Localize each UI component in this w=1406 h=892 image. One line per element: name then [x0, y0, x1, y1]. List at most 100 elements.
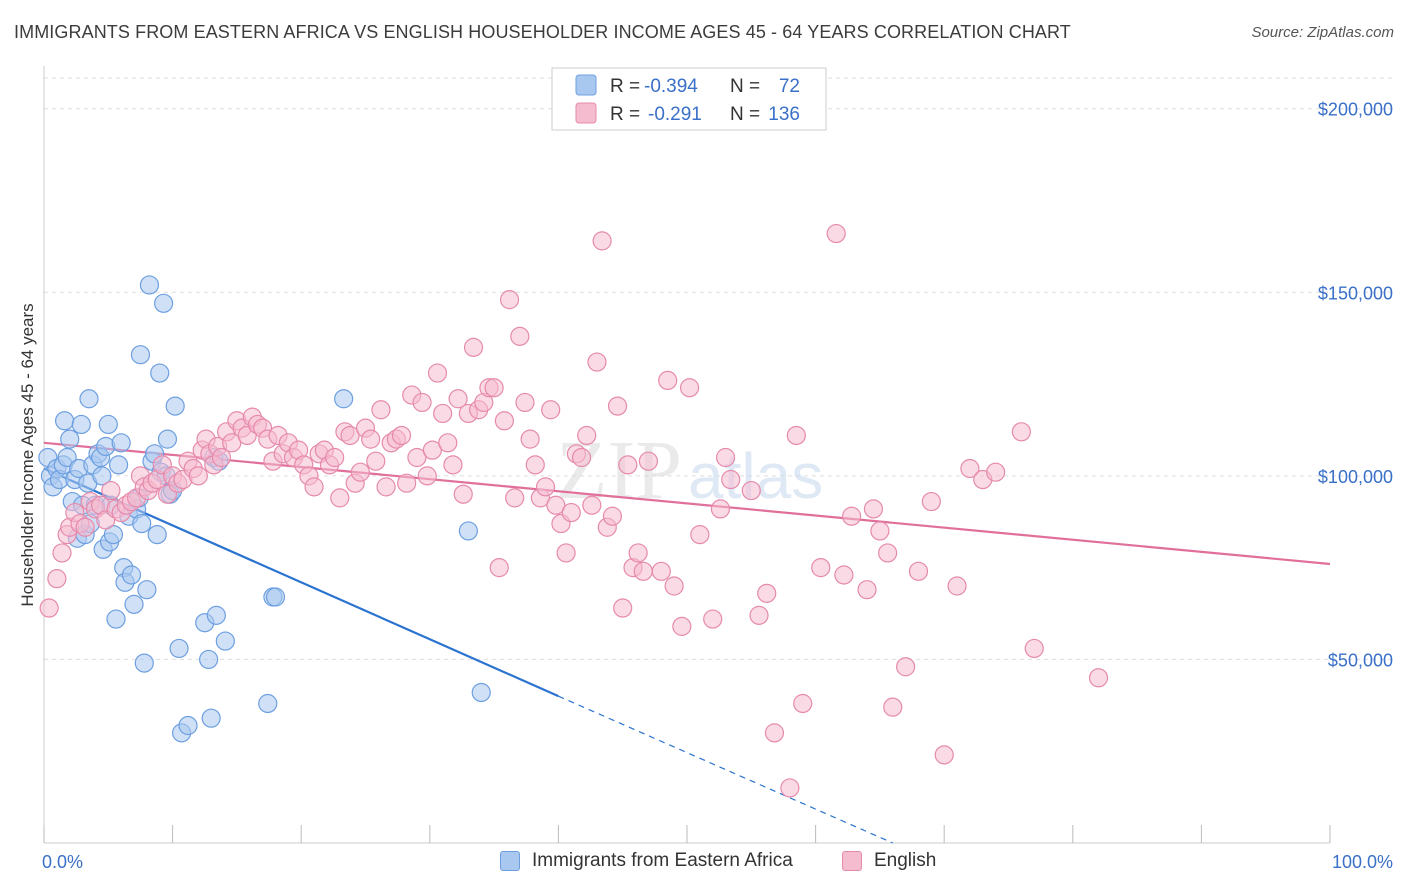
data-point — [178, 715, 198, 736]
data-point — [484, 378, 504, 398]
data-point — [489, 558, 509, 578]
data-point — [582, 495, 602, 515]
data-point — [525, 455, 545, 475]
data-point — [443, 455, 463, 475]
data-point — [633, 561, 653, 581]
bottom-legend-label-english: English — [874, 850, 937, 871]
data-point — [571, 447, 592, 468]
data-point — [721, 469, 741, 490]
data-point — [664, 576, 684, 596]
data-point — [764, 723, 785, 743]
data-point — [334, 389, 354, 409]
data-point — [499, 290, 520, 310]
data-point — [757, 583, 777, 603]
data-point — [361, 429, 381, 449]
data-point — [510, 326, 530, 346]
legend-r-label-2: R = — [610, 104, 645, 125]
data-point — [132, 513, 152, 534]
data-point — [520, 429, 540, 449]
data-point — [947, 576, 967, 596]
data-point — [222, 433, 242, 453]
data-point — [857, 580, 877, 600]
y-tick-label-1: $100,000 — [1318, 467, 1393, 487]
data-point — [651, 561, 671, 581]
data-point — [211, 447, 232, 468]
data-point — [350, 462, 370, 482]
bottom-legend-item-eastern-africa: Immigrants from Eastern Africa — [500, 850, 793, 872]
grid-lines — [44, 77, 1395, 660]
data-point — [438, 433, 458, 453]
trend-lines — [43, 441, 1331, 844]
y-tick-labels: $50,000 $100,000 $150,000 $200,000 — [1318, 100, 1393, 671]
data-point — [215, 631, 235, 651]
data-point — [121, 565, 142, 585]
legend-r-value-2: -0.291 — [648, 104, 702, 125]
data-point — [1088, 668, 1109, 688]
data-point — [672, 616, 692, 636]
data-point — [371, 400, 391, 420]
data-point — [986, 462, 1006, 482]
data-point — [448, 389, 468, 409]
data-point — [165, 396, 185, 416]
data-point — [57, 447, 77, 468]
y-tick-label-2: $150,000 — [1318, 283, 1393, 303]
data-point — [124, 594, 144, 614]
x-tick-label-min: 0.0% — [42, 852, 83, 872]
data-point — [417, 466, 437, 486]
data-point — [870, 521, 890, 541]
data-point — [494, 411, 514, 431]
data-point — [658, 370, 678, 390]
x-tick-label-max: 100.0% — [1332, 852, 1393, 872]
data-point — [52, 543, 72, 563]
data-point — [741, 480, 761, 501]
data-point — [780, 778, 800, 798]
bottom-legend: Immigrants from Eastern Africa English — [0, 850, 1406, 880]
legend-r-label-1: R = — [610, 76, 645, 97]
data-point — [592, 231, 612, 251]
data-point — [715, 447, 736, 468]
data-point — [561, 502, 581, 523]
data-point — [602, 506, 623, 526]
data-point — [883, 697, 903, 717]
data-point — [407, 447, 427, 468]
legend-n-value-1: 72 — [779, 76, 800, 97]
data-point — [556, 543, 576, 563]
data-point — [391, 425, 412, 446]
legend-n-label-2: N = — [730, 104, 765, 125]
data-point — [134, 653, 154, 673]
data-point — [108, 455, 129, 475]
data-point — [153, 293, 174, 313]
data-point — [878, 543, 898, 563]
data-point — [60, 429, 80, 449]
data-point — [934, 745, 954, 765]
data-point — [1011, 422, 1031, 442]
data-point — [786, 425, 806, 446]
chart-title: IMMIGRANTS FROM EASTERN AFRICA VS ENGLIS… — [14, 22, 1071, 42]
data-point — [1024, 638, 1044, 659]
data-point — [422, 440, 442, 460]
data-point — [199, 649, 219, 670]
data-point — [130, 345, 151, 365]
data-point — [101, 480, 121, 501]
legend-swatch-pink — [575, 102, 597, 124]
data-point — [206, 605, 226, 625]
bottom-legend-swatch-blue — [500, 851, 520, 871]
data-points — [38, 223, 1109, 798]
legend-n-value-2: 136 — [768, 104, 800, 125]
legend-n-label-1: N = — [730, 76, 765, 97]
series-english — [39, 223, 1109, 798]
data-point — [412, 392, 432, 413]
data-point — [749, 605, 769, 625]
data-point — [710, 499, 731, 519]
data-point — [39, 598, 59, 618]
data-point — [157, 429, 178, 449]
y-tick-label-3: $200,000 — [1318, 100, 1393, 120]
data-point — [397, 473, 417, 493]
trend-line-english — [43, 441, 1331, 566]
watermark-atlas: atlas — [688, 440, 823, 512]
legend-r-value-1: -0.394 — [644, 76, 698, 97]
data-point — [139, 275, 160, 295]
data-point — [330, 488, 350, 508]
data-point — [366, 451, 386, 471]
